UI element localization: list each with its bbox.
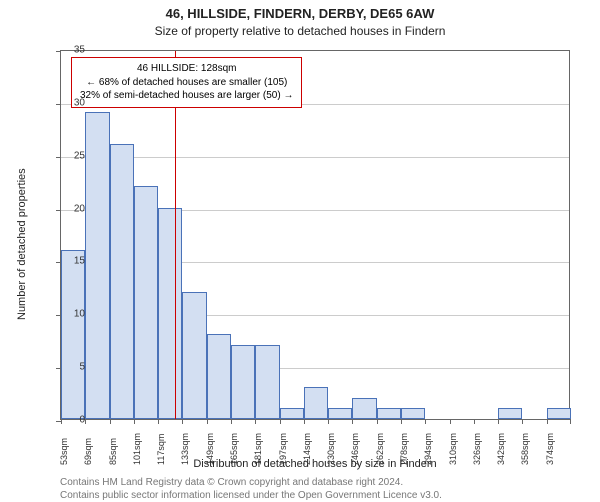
histogram-bar: [158, 208, 182, 419]
annotation-line: ← 68% of detached houses are smaller (10…: [80, 76, 293, 90]
xtick-mark: [110, 419, 111, 424]
ytick-label: 5: [55, 362, 85, 373]
ytick-label: 10: [55, 309, 85, 320]
histogram-bar: [207, 334, 231, 419]
xtick-mark: [231, 419, 232, 424]
xtick-label: 181sqm: [253, 431, 263, 465]
histogram-bar: [547, 408, 571, 419]
annotation-line: 46 HILLSIDE: 128sqm: [80, 62, 293, 76]
page-subtitle: Size of property relative to detached ho…: [0, 24, 600, 38]
ytick-label: 35: [55, 45, 85, 56]
y-axis-label: Number of detached properties: [16, 168, 28, 320]
footer-attribution: Contains HM Land Registry data © Crown c…: [60, 476, 442, 502]
footer-line2: Contains public sector information licen…: [60, 489, 442, 502]
xtick-label: 165sqm: [229, 431, 239, 465]
xtick-label: 310sqm: [448, 431, 458, 465]
xtick-mark: [352, 419, 353, 424]
histogram-bar: [352, 398, 376, 419]
xtick-mark: [522, 419, 523, 424]
histogram-bar: [255, 345, 279, 419]
xtick-mark: [158, 419, 159, 424]
histogram-bar: [377, 408, 401, 419]
xtick-mark: [401, 419, 402, 424]
xtick-label: 278sqm: [399, 431, 409, 465]
histogram-bar: [182, 292, 206, 419]
xtick-mark: [182, 419, 183, 424]
histogram-bar: [231, 345, 255, 419]
xtick-mark: [425, 419, 426, 424]
xtick-label: 214sqm: [302, 431, 312, 465]
xtick-mark: [377, 419, 378, 424]
xtick-mark: [570, 419, 571, 424]
xtick-mark: [85, 419, 86, 424]
histogram-bar: [328, 408, 352, 419]
ytick-label: 0: [55, 415, 85, 426]
xtick-label: 358sqm: [520, 431, 530, 465]
xtick-mark: [450, 419, 451, 424]
histogram-bar: [134, 186, 158, 419]
histogram-bar: [85, 112, 109, 419]
xtick-mark: [328, 419, 329, 424]
xtick-label: 149sqm: [205, 431, 215, 465]
gridline-h: [61, 157, 569, 158]
footer-line1: Contains HM Land Registry data © Crown c…: [60, 476, 442, 489]
histogram-bar: [280, 408, 304, 419]
xtick-mark: [304, 419, 305, 424]
histogram-bar: [304, 387, 328, 419]
xtick-mark: [280, 419, 281, 424]
xtick-mark: [207, 419, 208, 424]
xtick-label: 230sqm: [326, 431, 336, 465]
annotation-box: 46 HILLSIDE: 128sqm← 68% of detached hou…: [71, 57, 302, 108]
ytick-label: 30: [55, 97, 85, 108]
xtick-label: 69sqm: [83, 431, 93, 465]
page-title: 46, HILLSIDE, FINDERN, DERBY, DE65 6AW: [0, 6, 600, 21]
xtick-label: 262sqm: [375, 431, 385, 465]
xtick-label: 326sqm: [472, 431, 482, 465]
xtick-mark: [134, 419, 135, 424]
xtick-label: 197sqm: [278, 431, 288, 465]
histogram-bar: [401, 408, 425, 419]
xtick-label: 294sqm: [423, 431, 433, 465]
xtick-mark: [255, 419, 256, 424]
xtick-label: 133sqm: [180, 431, 190, 465]
xtick-label: 53sqm: [59, 431, 69, 465]
ytick-label: 15: [55, 256, 85, 267]
xtick-label: 117sqm: [156, 431, 166, 465]
xtick-label: 101sqm: [132, 431, 142, 465]
ytick-label: 25: [55, 150, 85, 161]
ytick-label: 20: [55, 203, 85, 214]
xtick-label: 374sqm: [545, 431, 555, 465]
xtick-mark: [498, 419, 499, 424]
histogram-bar: [110, 144, 134, 419]
histogram-bar: [498, 408, 522, 419]
chart-plot-area: 46 HILLSIDE: 128sqm← 68% of detached hou…: [60, 50, 570, 420]
xtick-label: 85sqm: [108, 431, 118, 465]
xtick-mark: [474, 419, 475, 424]
xtick-label: 246sqm: [350, 431, 360, 465]
annotation-line: 32% of semi-detached houses are larger (…: [80, 89, 293, 103]
histogram-bar: [61, 250, 85, 419]
xtick-mark: [547, 419, 548, 424]
xtick-label: 342sqm: [496, 431, 506, 465]
